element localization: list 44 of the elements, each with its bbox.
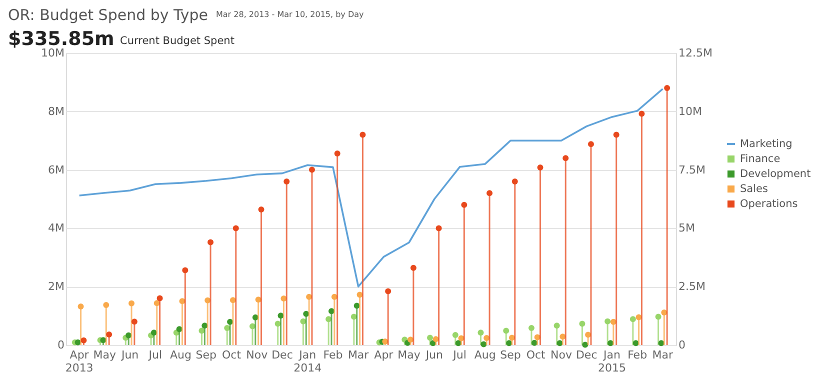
x-tick-label: Nov [550,348,572,362]
text: Mar 28, 2013 - Mar 10, 2015, by Day [216,10,364,19]
x-tick-label: Dec [576,348,598,362]
x-tick-label: Feb [323,348,343,362]
y2-tick-label: 5M [678,222,695,235]
x-tick-label: Apr 2013 [65,348,94,374]
x-tick-label: Feb [628,348,648,362]
x-tick-label: Mar [348,348,370,362]
text: Current Budget Spent [120,35,234,47]
x-tick-label: Dec [272,348,293,362]
x-tick-label: Jan 2014 [294,348,322,374]
y-tick-label: 2M [48,280,64,294]
y2-tick-label: 7.5M [678,163,706,176]
x-tick-label: Jan 2015 [598,348,626,374]
line-series [78,88,664,288]
y2-tick-label: 2.5M [678,280,706,294]
x-tick-label: Aug [474,348,496,362]
y2-tick-label: 0 [678,338,686,352]
y2-tick-label: 12.5M [678,46,712,60]
legend-label: Marketing [740,138,792,150]
y-tick-label: 8M [48,104,64,118]
x-tick-label: Jun [120,348,139,362]
x-tick-label: Sep [196,348,217,362]
x-tick-label: Nov [246,348,268,362]
y-tick-label: 4M [48,222,64,235]
x-tick-label: May [93,348,117,362]
x-tick-label: Oct [222,348,242,362]
y-tick-label: 0 [58,338,64,352]
legend-label: Operations [740,198,798,210]
y-tick-label: 6M [48,163,64,176]
legend-label: Finance [740,153,780,165]
x-tick-label: Aug [170,348,192,362]
x-tick-label: Jul [452,348,466,362]
x-tick-label: Oct [526,348,546,362]
x-tick-label: Mar [652,348,674,362]
y2-tick-label: 10M [678,104,702,118]
x-tick-label: May [398,348,421,362]
x-tick-label: Apr [374,348,394,362]
legend-label: Sales [740,183,768,195]
chart-title: OR: Budget Spend by Type [8,6,208,24]
x-tick-label: Jul [148,348,162,362]
legend-label: Development [740,168,811,180]
x-tick-label: Jun [424,348,444,362]
x-tick-label: Sep [500,348,521,362]
